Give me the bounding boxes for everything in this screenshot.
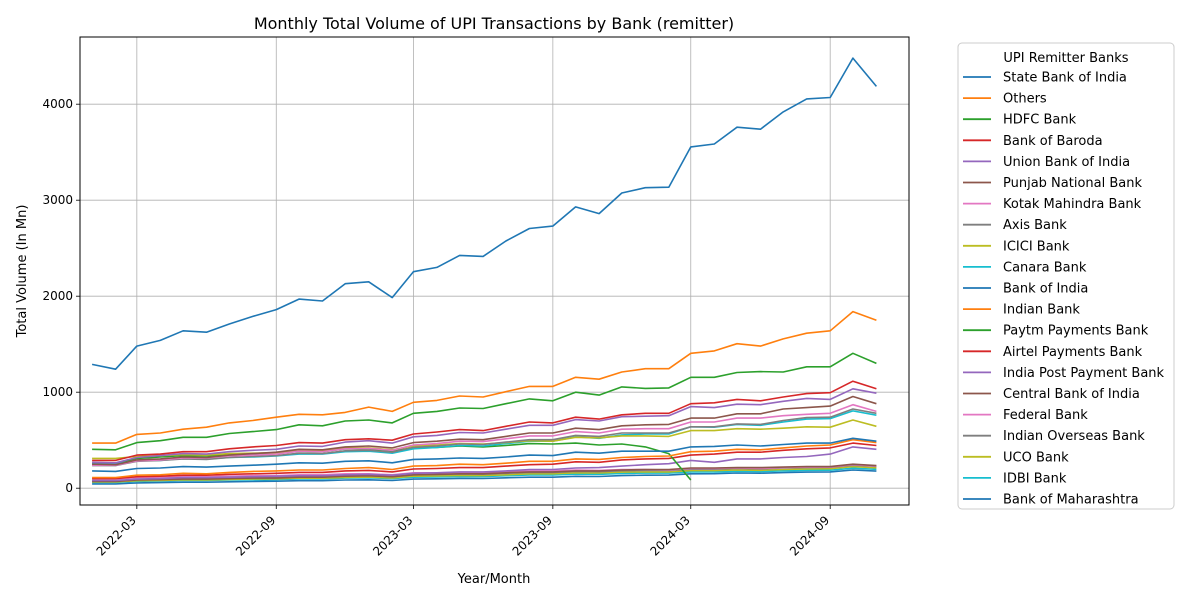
legend-label: UCO Bank xyxy=(1003,450,1069,465)
y-tick-label: 3000 xyxy=(42,193,73,207)
series-line-others xyxy=(92,310,877,444)
legend-label: Axis Bank xyxy=(1003,218,1067,233)
x-axis-label: Year/Month xyxy=(457,572,531,587)
y-tick-label: 2000 xyxy=(42,289,73,303)
legend-label: Union Bank of India xyxy=(1003,155,1130,170)
series-line-airtel-payments-bank xyxy=(92,442,877,480)
series-line-state-bank-of-india xyxy=(91,57,878,370)
legend: UPI Remitter Banks State Bank of India Ot… xyxy=(957,42,1175,510)
legend-label: Paytm Payments Bank xyxy=(1003,324,1149,339)
legend-label: Indian Overseas Bank xyxy=(1003,429,1145,444)
legend-label: Federal Bank xyxy=(1003,408,1088,423)
legend-label: ICICI Bank xyxy=(1003,239,1070,254)
series-line-bank-of-india xyxy=(92,437,877,473)
legend-title: UPI Remitter Banks xyxy=(1003,51,1128,66)
series-line-india-post-payment-bank xyxy=(92,446,877,482)
legend-label: Bank of Baroda xyxy=(1003,134,1103,149)
legend-label: Bank of India xyxy=(1003,282,1088,297)
series-line-union-bank-of-india xyxy=(92,388,877,464)
legend-frame xyxy=(957,42,1175,510)
legend-label: Indian Bank xyxy=(1003,303,1080,318)
legend-label: Others xyxy=(1003,92,1047,107)
series-line-axis-bank xyxy=(92,408,877,467)
plot-frame xyxy=(79,36,910,506)
legend-label: State Bank of India xyxy=(1003,71,1127,86)
legend-label: Canara Bank xyxy=(1003,260,1087,275)
legend-label: IDBI Bank xyxy=(1003,471,1067,486)
legend-label: Bank of Maharashtra xyxy=(1003,493,1139,508)
series-lines xyxy=(91,57,878,485)
series-line-bank-of-baroda xyxy=(92,380,877,462)
series-line-central-bank-of-india xyxy=(92,463,877,483)
series-line-bank-of-maharashtra xyxy=(92,469,877,485)
legend-label: Airtel Payments Bank xyxy=(1003,345,1143,360)
y-tick-label: 4000 xyxy=(42,97,73,111)
legend-label: Central Bank of India xyxy=(1003,387,1140,402)
series-line-punjab-national-bank xyxy=(92,395,877,466)
legend-label: Kotak Mahindra Bank xyxy=(1003,197,1142,212)
chart-title: Monthly Total Volume of UPI Transactions… xyxy=(254,14,734,33)
legend-label: Punjab National Bank xyxy=(1003,176,1142,191)
y-tick-label: 1000 xyxy=(42,385,73,399)
series-line-hdfc-bank xyxy=(92,352,877,451)
y-axis-label: Total Volume (In Mn) xyxy=(15,205,30,339)
y-tick-label: 0 xyxy=(65,481,73,495)
series-line-indian-bank xyxy=(92,438,877,479)
legend-label: HDFC Bank xyxy=(1003,113,1077,128)
legend-label: India Post Payment Bank xyxy=(1003,366,1165,381)
